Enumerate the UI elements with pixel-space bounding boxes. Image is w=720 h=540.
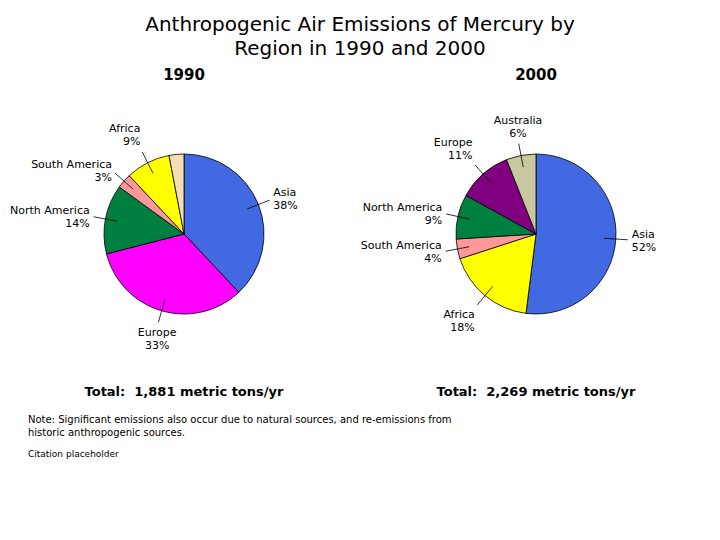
svg-text:Africa9%: Africa9% <box>109 122 140 148</box>
svg-text:North America9%: North America9% <box>363 201 443 227</box>
svg-text:Asia52%: Asia52% <box>632 228 656 254</box>
html-text:2000: 2000 <box>515 66 557 84</box>
html-text:Anthropogenic Air Emissions of: Anthropogenic Air Emissions of Mercury b… <box>145 12 575 60</box>
html-text:1990: 1990 <box>163 66 205 84</box>
html-text:Total: 1,881 metric tons/yr: Total: 1,881 metric tons/yr <box>84 384 284 399</box>
html-text:Note: Significant emissions al: Note: Significant emissions also occur d… <box>28 414 452 438</box>
svg-text:North America14%: North America14% <box>10 204 90 230</box>
html-text:Total: 2,269 metric tons/yr: Total: 2,269 metric tons/yr <box>436 384 636 399</box>
svg-text:Asia38%: Asia38% <box>273 186 297 212</box>
html-text:Citation placeholder: Citation placeholder <box>28 449 119 459</box>
svg-text:Europe33%: Europe33% <box>138 326 177 352</box>
svg-text:South America4%: South America4% <box>361 239 442 265</box>
svg-text:South America3%: South America3% <box>31 158 112 184</box>
svg-text:Europe11%: Europe11% <box>434 136 473 162</box>
svg-text:Australia6%: Australia6% <box>494 114 543 140</box>
svg-text:Africa18%: Africa18% <box>443 308 474 334</box>
